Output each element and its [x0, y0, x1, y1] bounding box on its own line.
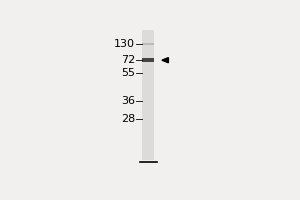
Polygon shape — [162, 58, 168, 63]
Bar — [142, 30, 154, 160]
Text: 36: 36 — [121, 96, 135, 106]
Text: 130: 130 — [114, 39, 135, 49]
Text: 55: 55 — [121, 68, 135, 78]
Text: 72: 72 — [121, 55, 135, 65]
Text: 28: 28 — [121, 114, 135, 124]
Bar — [142, 43, 154, 45]
Bar — [142, 58, 154, 62]
